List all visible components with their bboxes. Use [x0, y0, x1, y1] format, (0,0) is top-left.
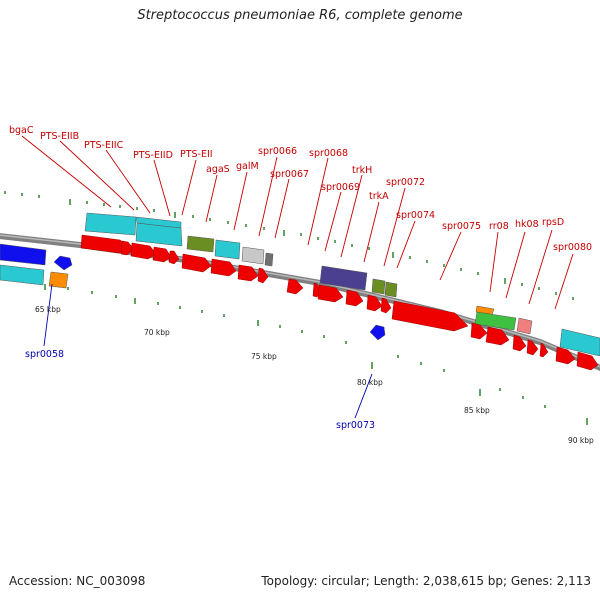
arrow-spr0075[interactable]	[470, 322, 488, 340]
label-spr0069[interactable]: spr0069	[321, 182, 360, 193]
arrow-pts-eiic[interactable]	[130, 242, 157, 260]
gene-orange-small[interactable]	[48, 271, 69, 289]
label-spr0068[interactable]: spr0068	[309, 148, 348, 159]
scale-80-kbp: 80 kbp	[357, 378, 383, 387]
arrow-rr08[interactable]	[485, 326, 510, 346]
genome-title: Streptococcus pneumoniae R6, complete ge…	[137, 8, 463, 23]
forward-labels: bgaC PTS-EIIB PTS-EIIC PTS-EIID PTS-EII …	[9, 125, 592, 253]
label-pts-eiic[interactable]: PTS-EIIC	[84, 140, 124, 151]
forward-arrows	[80, 234, 599, 371]
scale-labels: 65 kbp 70 kbp 75 kbp 80 kbp 85 kbp 90 kb…	[35, 305, 594, 445]
forward-callout-lines	[21, 135, 574, 310]
gene-trkh[interactable]	[371, 278, 386, 295]
arrow-galm[interactable]	[210, 258, 237, 277]
label-bgac[interactable]: bgaC	[9, 125, 34, 136]
genome-backbone	[0, 233, 600, 371]
gene-spr0058-block[interactable]	[0, 243, 47, 266]
gene-hk08[interactable]	[474, 311, 517, 331]
label-pts-eiid[interactable]: PTS-EIID	[133, 150, 173, 161]
genome-backbone-highlight	[0, 234, 600, 368]
arrow-pts-eiib[interactable]	[120, 240, 135, 256]
gene-spr0080[interactable]	[559, 328, 600, 357]
arrow-spr0080a[interactable]	[555, 346, 576, 365]
arrow-trkh[interactable]	[345, 289, 364, 307]
gene-spr0073-arrow[interactable]	[369, 324, 386, 341]
label-agas[interactable]: agaS	[206, 164, 230, 175]
scale-85-kbp: 85 kbp	[464, 406, 490, 415]
gene-galm[interactable]	[214, 239, 241, 260]
label-pts-eii[interactable]: PTS-EII	[180, 149, 213, 160]
label-spr0058[interactable]: spr0058	[25, 349, 64, 360]
arrow-rpsd-2[interactable]	[539, 342, 549, 358]
arrow-spr0069b[interactable]	[317, 284, 344, 303]
arrow-pts-eiid[interactable]	[152, 246, 172, 263]
label-spr0067[interactable]: spr0067	[270, 169, 309, 180]
label-galm[interactable]: galM	[236, 161, 259, 172]
label-spr0066[interactable]: spr0066	[258, 146, 297, 157]
label-spr0080[interactable]: spr0080	[553, 242, 592, 253]
arrow-trka[interactable]	[366, 294, 383, 312]
label-trka[interactable]: trkA	[369, 191, 389, 202]
label-pts-eiib[interactable]: PTS-EIIB	[40, 131, 79, 142]
arrow-spr0067[interactable]	[257, 267, 269, 284]
accession-footer: Accession: NC_003098	[9, 574, 146, 588]
gene-spr0058-arrow[interactable]	[53, 255, 73, 271]
scale-65-kbp: 65 kbp	[35, 305, 61, 314]
outer-tick-marks	[4, 191, 574, 300]
gene-spr0069[interactable]	[319, 265, 368, 291]
label-spr0073[interactable]: spr0073	[336, 420, 375, 431]
gene-trka[interactable]	[384, 281, 398, 298]
arrow-spr0072[interactable]	[380, 297, 392, 314]
reverse-callout-lines	[43, 283, 373, 419]
label-rr08[interactable]: rr08	[489, 221, 509, 232]
label-spr0075[interactable]: spr0075	[442, 221, 481, 232]
arrow-spr0074[interactable]	[391, 300, 469, 332]
arrow-spr0080b[interactable]	[576, 351, 599, 371]
label-spr0072[interactable]: spr0072	[386, 177, 425, 188]
inner-tick-marks	[44, 284, 588, 425]
forward-features-top	[0, 212, 600, 357]
arrow-rpsd[interactable]	[526, 339, 539, 356]
gene-spr0066[interactable]	[241, 246, 265, 265]
scale-70-kbp: 70 kbp	[144, 328, 170, 337]
arrow-spr0066[interactable]	[237, 264, 259, 282]
reverse-features	[0, 243, 386, 341]
label-trkh[interactable]: trkH	[352, 165, 372, 176]
gene-left-transporter[interactable]	[0, 264, 45, 286]
label-spr0074[interactable]: spr0074	[396, 210, 435, 221]
gene-pts-eiic[interactable]	[135, 216, 182, 229]
gene-agas[interactable]	[186, 235, 215, 253]
arrow-agas[interactable]	[181, 253, 212, 273]
topology-footer: Topology: circular; Length: 2,038,615 bp…	[261, 574, 591, 588]
label-hk08[interactable]: hk08	[515, 219, 539, 230]
scale-75-kbp: 75 kbp	[251, 352, 277, 361]
arrow-hk08[interactable]	[512, 334, 527, 352]
gene-spr0067[interactable]	[264, 252, 274, 267]
gene-rpsd[interactable]	[516, 317, 533, 335]
label-rpsd[interactable]: rpsD	[542, 217, 564, 228]
arrow-pts-eii[interactable]	[168, 250, 180, 265]
gene-bgaC-cassette[interactable]	[84, 212, 137, 236]
arrow-spr0068[interactable]	[286, 278, 304, 295]
scale-90-kbp: 90 kbp	[568, 436, 594, 445]
reverse-labels: spr0058 spr0073	[25, 349, 375, 431]
